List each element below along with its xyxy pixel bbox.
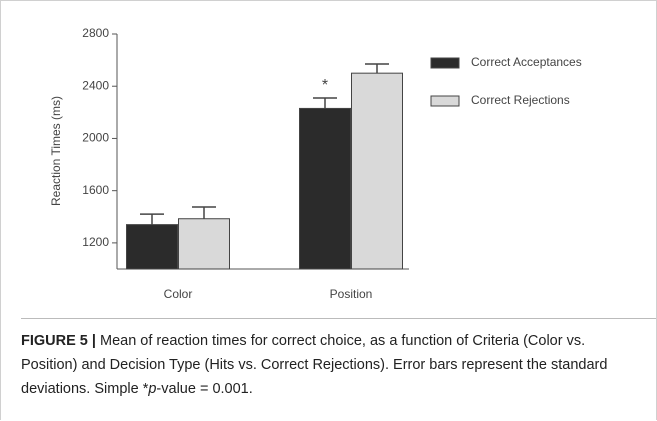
legend-label: Correct Acceptances	[471, 55, 582, 69]
caption-label: FIGURE 5 |	[21, 333, 96, 349]
y-tick-label: 1200	[82, 235, 109, 249]
bar	[126, 224, 178, 270]
caption: FIGURE 5 | Mean of reaction times for co…	[21, 329, 641, 401]
legend-swatch	[430, 57, 460, 69]
bar	[351, 72, 403, 270]
caption-italic: p	[148, 381, 157, 397]
y-tick-label: 2800	[82, 26, 109, 40]
legend-swatch	[430, 95, 460, 107]
y-tick-label: 2400	[82, 78, 109, 92]
chart: Reaction Times (ms) 1200 1600 2000 2400 2800…	[49, 26, 582, 301]
annotation: *	[322, 77, 328, 94]
bar	[299, 107, 351, 270]
y-axis-label: Reaction Times (ms)	[49, 96, 63, 206]
caption-text: -value = 0.001.	[156, 381, 253, 397]
x-tick-label: Color	[164, 287, 193, 301]
x-tick-label: Position	[330, 287, 373, 301]
y-tick-label: 1600	[82, 183, 109, 197]
bar	[178, 218, 230, 270]
divider	[21, 318, 656, 319]
y-tick-label: 2000	[82, 131, 109, 145]
caption-text: Mean of reaction times for correct choic…	[21, 333, 608, 397]
legend-label: Correct Rejections	[471, 93, 570, 107]
